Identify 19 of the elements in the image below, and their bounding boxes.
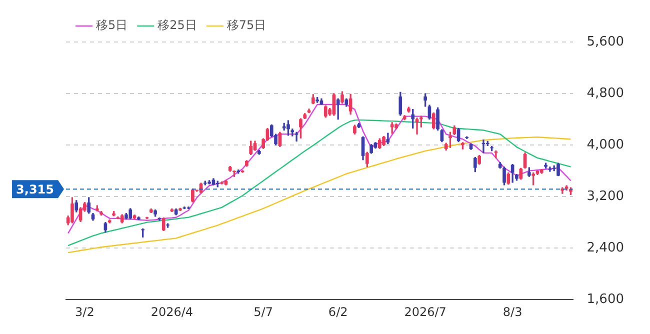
x-tick-label: 2026/7 <box>404 304 446 319</box>
candlestick <box>548 166 552 172</box>
x-tick-label: 6/2 <box>328 304 348 319</box>
y-tick-label: 4,000 <box>586 137 624 152</box>
ref-line-label: 3,315 <box>16 182 54 196</box>
legend-label: 移75日 <box>226 18 266 32</box>
x-tick-label: 3/2 <box>75 304 94 319</box>
legend-label: 移5日 <box>96 18 128 32</box>
y-tick-label: 4,800 <box>586 86 624 101</box>
x-tick-label: 5/7 <box>254 304 273 319</box>
y-tick-label: 2,400 <box>586 240 624 256</box>
x-tick-label: 2026/4 <box>150 304 194 319</box>
legend-label: 移25日 <box>158 18 197 32</box>
y-tick-label: 3,200 <box>586 188 624 204</box>
candlestick <box>494 150 498 158</box>
candlestick <box>482 140 486 154</box>
y-tick-label: 5,600 <box>586 34 624 50</box>
y-tick-label: 1,600 <box>586 292 624 307</box>
x-tick-label: 8/3 <box>502 304 522 319</box>
